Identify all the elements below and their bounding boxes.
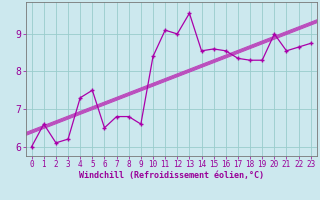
X-axis label: Windchill (Refroidissement éolien,°C): Windchill (Refroidissement éolien,°C) [79,171,264,180]
